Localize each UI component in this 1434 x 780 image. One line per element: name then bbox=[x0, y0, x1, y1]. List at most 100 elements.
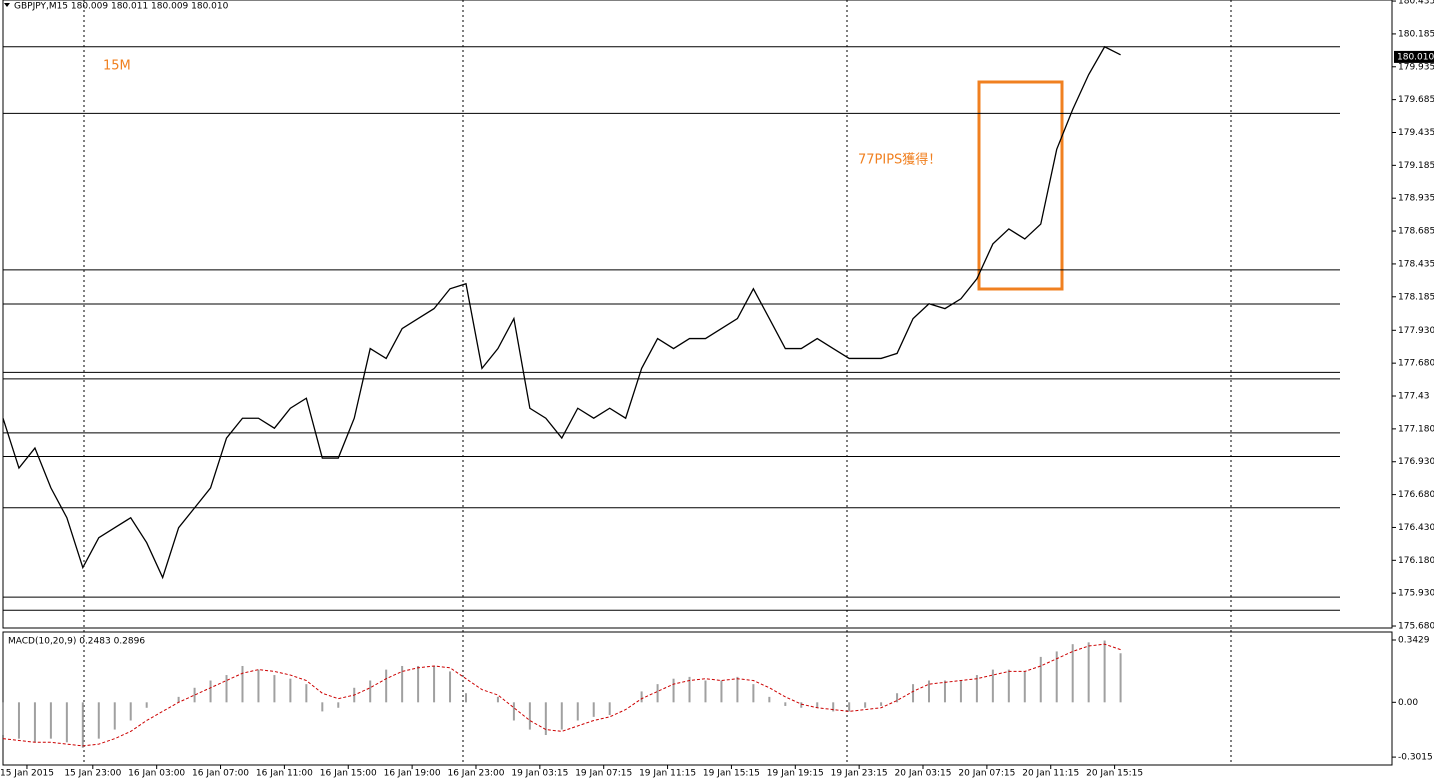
macd-bar bbox=[928, 680, 930, 703]
annotation: 15M bbox=[103, 59, 131, 74]
macd-bar bbox=[385, 669, 388, 703]
macd-bar bbox=[225, 675, 228, 703]
macd-bar bbox=[321, 702, 324, 712]
x-tick-label: 16 Jan 15:00 bbox=[320, 769, 377, 779]
price-line bbox=[2, 45, 1121, 580]
macd-bar bbox=[560, 702, 563, 730]
macd-bar bbox=[991, 669, 994, 703]
macd-title: MACD(10,20,9) 0.2483 0.2896 bbox=[8, 637, 145, 647]
x-tick-label: 16 Jan 23:00 bbox=[447, 769, 504, 779]
macd-bar bbox=[736, 676, 739, 703]
macd-bar bbox=[672, 678, 675, 703]
y-tick-label: 175.680 bbox=[1398, 622, 1434, 632]
y-tick-label: 179.435 bbox=[1398, 128, 1434, 138]
macd-bar bbox=[257, 669, 260, 703]
x-tick-label: 16 Jan 19:00 bbox=[384, 769, 441, 779]
x-tick-label: 20 Jan 15:15 bbox=[1086, 769, 1143, 779]
x-tick-label: 20 Jan 07:15 bbox=[958, 769, 1015, 779]
y-tick-label: 178.935 bbox=[1398, 194, 1434, 204]
macd-bar bbox=[768, 696, 771, 703]
x-tick-label: 19 Jan 19:15 bbox=[767, 769, 824, 779]
macd-bar bbox=[2, 702, 4, 736]
macd-bar bbox=[848, 702, 851, 712]
macd-bar bbox=[273, 675, 276, 703]
macd-bar bbox=[209, 680, 212, 703]
macd-bar bbox=[1023, 671, 1026, 703]
x-tick-label: 16 Jan 07:00 bbox=[192, 769, 249, 779]
macd-bar bbox=[1103, 640, 1106, 703]
y-tick-label: 176.930 bbox=[1398, 457, 1434, 467]
y-tick-label: 177.930 bbox=[1398, 326, 1434, 336]
menu-arrow bbox=[4, 3, 10, 7]
macd-bar bbox=[337, 702, 340, 708]
macd-bar bbox=[145, 702, 148, 708]
x-tick-label: 16 Jan 03:00 bbox=[128, 769, 185, 779]
macd-bar bbox=[1087, 642, 1090, 703]
y-tick-label: 177.43 bbox=[1398, 392, 1430, 402]
macd-bar bbox=[544, 702, 547, 736]
macd-bar bbox=[369, 680, 372, 703]
macd-bar bbox=[81, 702, 84, 748]
y-tick-label: 176.680 bbox=[1398, 490, 1434, 500]
x-tick-label: 20 Jan 03:15 bbox=[895, 769, 952, 779]
macd-bar bbox=[1119, 653, 1122, 703]
macd-bar bbox=[401, 665, 404, 703]
macd-bar bbox=[688, 676, 691, 703]
macd-bar bbox=[241, 665, 244, 703]
macd-bar bbox=[959, 680, 962, 703]
x-tick-label: 19 Jan 15:15 bbox=[703, 769, 760, 779]
macd-bar bbox=[943, 680, 946, 703]
macd-bar bbox=[193, 687, 196, 703]
y-tick-label: 178.435 bbox=[1398, 259, 1434, 269]
x-tick-label: 15 Jan 2015 bbox=[0, 769, 54, 779]
x-tick-label: 19 Jan 07:15 bbox=[575, 769, 632, 779]
macd-tick-label: 0.3429 bbox=[1398, 636, 1430, 646]
macd-bar bbox=[880, 702, 883, 706]
macd-bar bbox=[129, 702, 132, 721]
macd-bar bbox=[417, 665, 420, 703]
macd-bar bbox=[576, 702, 579, 721]
x-tick-label: 16 Jan 11:00 bbox=[256, 769, 313, 779]
y-tick-label: 178.685 bbox=[1398, 227, 1434, 237]
y-tick-label: 179.685 bbox=[1398, 95, 1434, 105]
macd-bar bbox=[496, 696, 499, 703]
macd-bar bbox=[97, 702, 100, 739]
macd-bar bbox=[912, 684, 915, 703]
y-tick-label: 180.185 bbox=[1398, 29, 1434, 39]
macd-bar bbox=[512, 702, 515, 721]
macd-bar bbox=[896, 693, 899, 703]
x-tick-label: 19 Jan 23:15 bbox=[831, 769, 888, 779]
last-price-box bbox=[1394, 50, 1434, 63]
macd-bar bbox=[113, 702, 116, 730]
macd-bar bbox=[17, 702, 20, 739]
macd-bar bbox=[800, 702, 803, 708]
annotation: 77PIPS獲得！ bbox=[858, 152, 941, 168]
x-tick-label: 20 Jan 11:15 bbox=[1022, 769, 1079, 779]
y-tick-label: 176.430 bbox=[1398, 523, 1434, 533]
y-tick-label: 177.180 bbox=[1398, 424, 1434, 434]
macd-bar bbox=[49, 702, 52, 739]
x-tick-label: 19 Jan 11:15 bbox=[639, 769, 696, 779]
price-panel bbox=[2, 0, 1393, 629]
macd-bar bbox=[832, 702, 835, 712]
y-tick-label: 175.930 bbox=[1398, 589, 1434, 599]
y-tick-label: 180.435 bbox=[1398, 0, 1434, 7]
y-tick-label: 179.935 bbox=[1398, 62, 1434, 72]
x-tick-label: 15 Jan 23:00 bbox=[64, 769, 121, 779]
last-price-label: 180.010 bbox=[1397, 52, 1434, 62]
macd-bar bbox=[289, 678, 292, 703]
macd-bar bbox=[816, 702, 819, 708]
macd-bar bbox=[1039, 656, 1042, 703]
y-tick-label: 177.680 bbox=[1398, 359, 1434, 369]
macd-bar bbox=[640, 691, 643, 703]
macd-bar bbox=[449, 671, 452, 703]
macd-bar bbox=[656, 684, 659, 703]
macd-signal bbox=[2, 643, 1121, 747]
y-tick-label: 179.185 bbox=[1398, 161, 1434, 171]
macd-panel bbox=[2, 631, 1393, 766]
macd-bar bbox=[720, 680, 723, 703]
macd-bar bbox=[528, 702, 531, 730]
macd-bar bbox=[864, 702, 867, 708]
macd-bar bbox=[704, 680, 707, 703]
